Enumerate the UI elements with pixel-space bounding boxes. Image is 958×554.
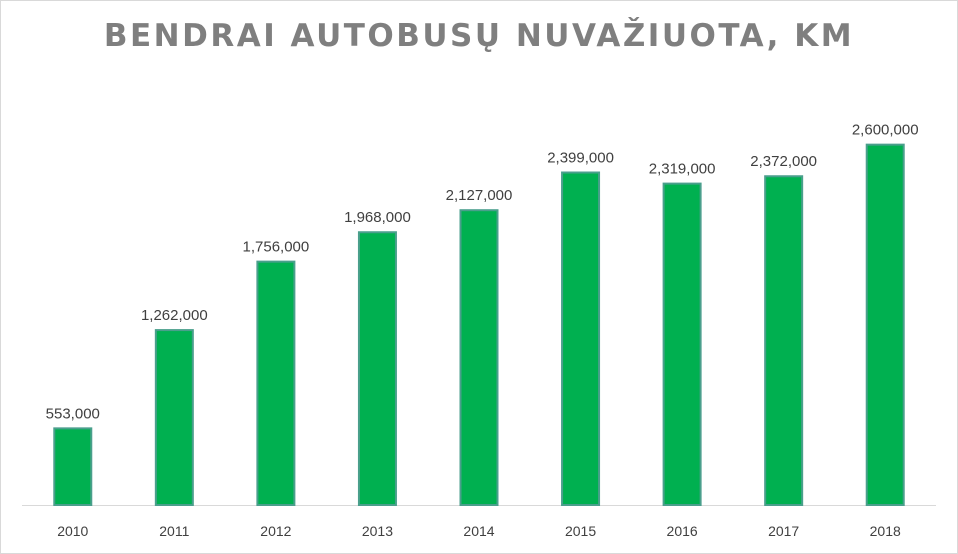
bar-2017 (764, 175, 804, 507)
data-label-2014: 2,127,000 (446, 187, 513, 204)
x-tick-label-2016: 2016 (667, 523, 698, 539)
bar-2016 (662, 182, 702, 507)
bar-2014 (459, 209, 499, 506)
bar-2018 (865, 143, 905, 507)
data-label-2017: 2,372,000 (750, 153, 817, 170)
x-tick-label-2015: 2015 (565, 523, 596, 539)
x-tick-label-2017: 2017 (768, 523, 799, 539)
bar-2011 (154, 329, 194, 506)
x-tick-label-2011: 2011 (159, 523, 189, 539)
x-tick-label-2013: 2013 (362, 523, 393, 539)
data-label-2018: 2,600,000 (852, 122, 919, 139)
data-label-2010: 553,000 (46, 405, 100, 422)
data-label-2011: 1,262,000 (141, 307, 208, 324)
data-label-2015: 2,399,000 (547, 150, 614, 167)
bar-2010 (53, 427, 93, 506)
bar-2012 (256, 260, 296, 507)
x-tick-label-2010: 2010 (57, 523, 88, 539)
bar-2013 (357, 231, 397, 507)
bar-2015 (561, 171, 601, 506)
chart-title: BENDRAI AUTOBUSŲ NUVAŽIUOTA, KM (103, 18, 855, 54)
x-tick-label-2012: 2012 (260, 523, 291, 539)
x-tick-label-2018: 2018 (870, 523, 901, 539)
data-label-2016: 2,319,000 (649, 161, 716, 178)
data-label-2013: 1,968,000 (344, 209, 411, 226)
data-label-2012: 1,756,000 (243, 239, 310, 256)
x-tick-label-2014: 2014 (463, 523, 494, 539)
